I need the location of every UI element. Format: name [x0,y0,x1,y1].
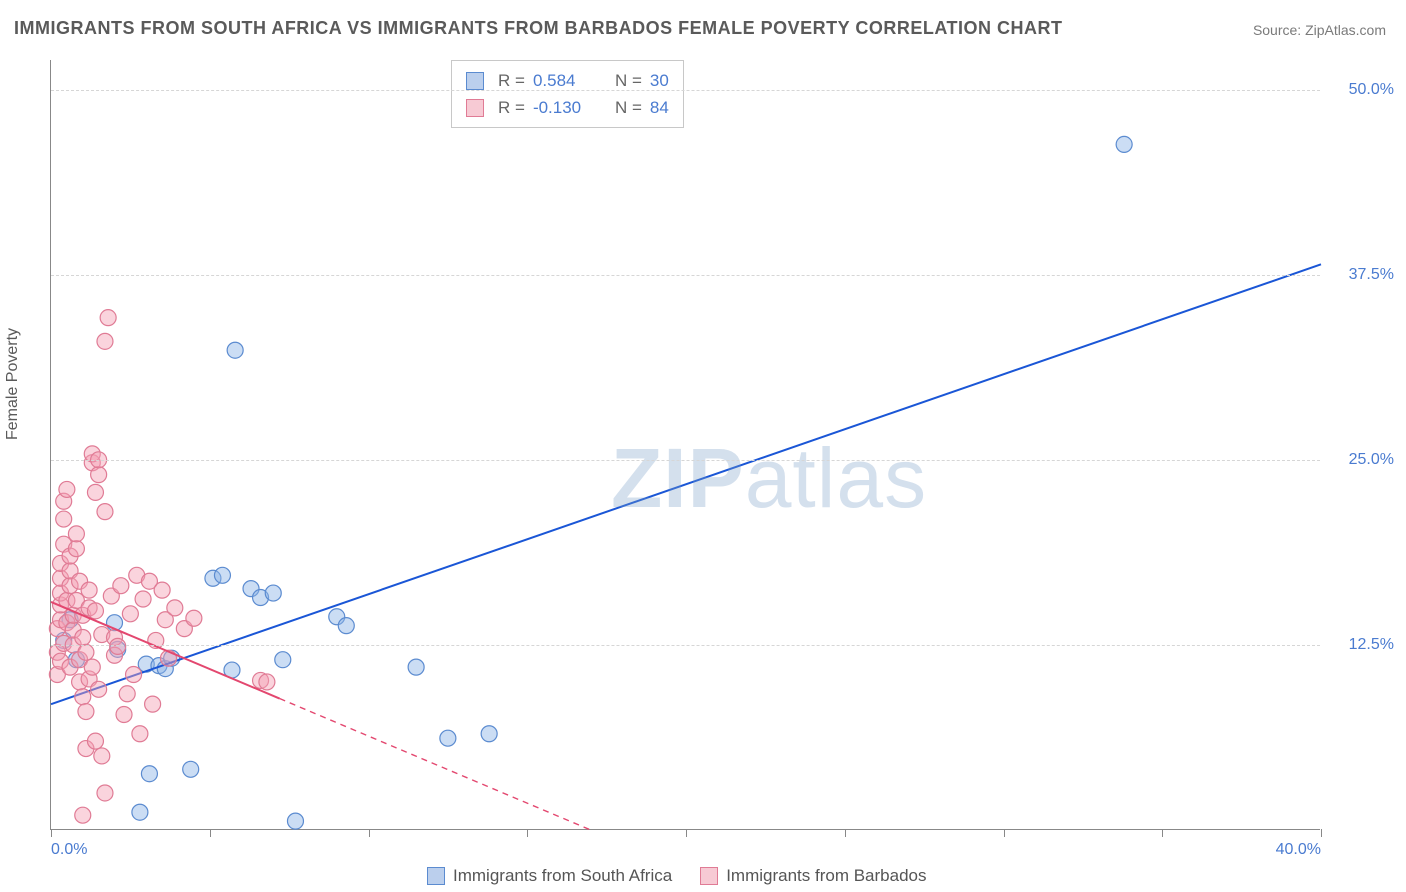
scatter-point [59,481,75,497]
x-tick-label: 0.0% [51,841,87,859]
stats-legend-box: R = 0.584 N = 30 R = -0.130 N = 84 [451,60,684,128]
x-tick [51,829,52,837]
scatter-point [135,591,151,607]
scatter-point [338,618,354,634]
chart-title: IMMIGRANTS FROM SOUTH AFRICA VS IMMIGRAN… [14,18,1062,39]
scatter-point [84,659,100,675]
scatter-point [183,761,199,777]
scatter-point [481,726,497,742]
scatter-point [68,541,84,557]
x-tick [527,829,528,837]
y-tick-label: 50.0% [1349,81,1394,99]
n-value: 84 [650,94,669,121]
swatch-blue-icon [466,72,484,90]
scatter-point [56,511,72,527]
scatter-point [97,785,113,801]
scatter-point [100,310,116,326]
stats-row-bb: R = -0.130 N = 84 [466,94,669,121]
x-tick [845,829,846,837]
scatter-point [87,733,103,749]
n-label: N = [615,94,642,121]
scatter-point [97,504,113,520]
scatter-point [78,644,94,660]
trend-line-dashed [280,699,591,830]
x-tick [1004,829,1005,837]
scatter-point [141,766,157,782]
scatter-point [68,526,84,542]
y-tick-label: 37.5% [1349,266,1394,284]
source-attribution: Source: ZipAtlas.com [1253,22,1386,38]
scatter-point [167,600,183,616]
scatter-point [91,467,107,483]
scatter-point [440,730,456,746]
scatter-point [275,652,291,668]
x-tick [686,829,687,837]
r-value: -0.130 [533,94,597,121]
y-tick-label: 25.0% [1349,451,1394,469]
legend-label: Immigrants from Barbados [726,866,926,886]
scatter-point [265,585,281,601]
scatter-point [87,484,103,500]
trend-line [51,264,1321,704]
scatter-point [214,567,230,583]
chart-svg [51,60,1320,829]
gridline [51,645,1320,646]
legend-item-sa: Immigrants from South Africa [427,866,672,886]
scatter-point [116,707,132,723]
swatch-pink-icon [466,99,484,117]
scatter-point [122,606,138,622]
scatter-point [132,804,148,820]
bottom-legend: Immigrants from South Africa Immigrants … [421,866,932,886]
scatter-point [81,582,97,598]
scatter-point [126,667,142,683]
scatter-point [94,748,110,764]
x-tick [369,829,370,837]
swatch-blue-icon [427,867,445,885]
scatter-point [132,726,148,742]
scatter-point [75,689,91,705]
scatter-point [1116,136,1132,152]
scatter-point [113,578,129,594]
x-tick-label: 40.0% [1276,841,1321,859]
scatter-point [154,582,170,598]
gridline [51,275,1320,276]
gridline [51,460,1320,461]
x-tick [1321,829,1322,837]
gridline [51,90,1320,91]
scatter-point [119,686,135,702]
chart-container: IMMIGRANTS FROM SOUTH AFRICA VS IMMIGRAN… [0,0,1406,892]
legend-item-bb: Immigrants from Barbados [700,866,926,886]
legend-label: Immigrants from South Africa [453,866,672,886]
scatter-point [75,630,91,646]
scatter-point [91,681,107,697]
swatch-pink-icon [700,867,718,885]
scatter-point [75,807,91,823]
x-tick [210,829,211,837]
scatter-point [145,696,161,712]
x-tick [1162,829,1163,837]
scatter-point [97,333,113,349]
r-label: R = [498,94,525,121]
scatter-point [408,659,424,675]
scatter-point [227,342,243,358]
scatter-point [87,603,103,619]
scatter-point [78,704,94,720]
scatter-point [110,638,126,654]
scatter-point [259,674,275,690]
scatter-point [186,610,202,626]
y-axis-label: Female Poverty [4,328,22,440]
plot-area: ZIPatlas R = 0.584 N = 30 R = -0.130 N =… [50,60,1320,830]
scatter-point [287,813,303,829]
y-tick-label: 12.5% [1349,636,1394,654]
